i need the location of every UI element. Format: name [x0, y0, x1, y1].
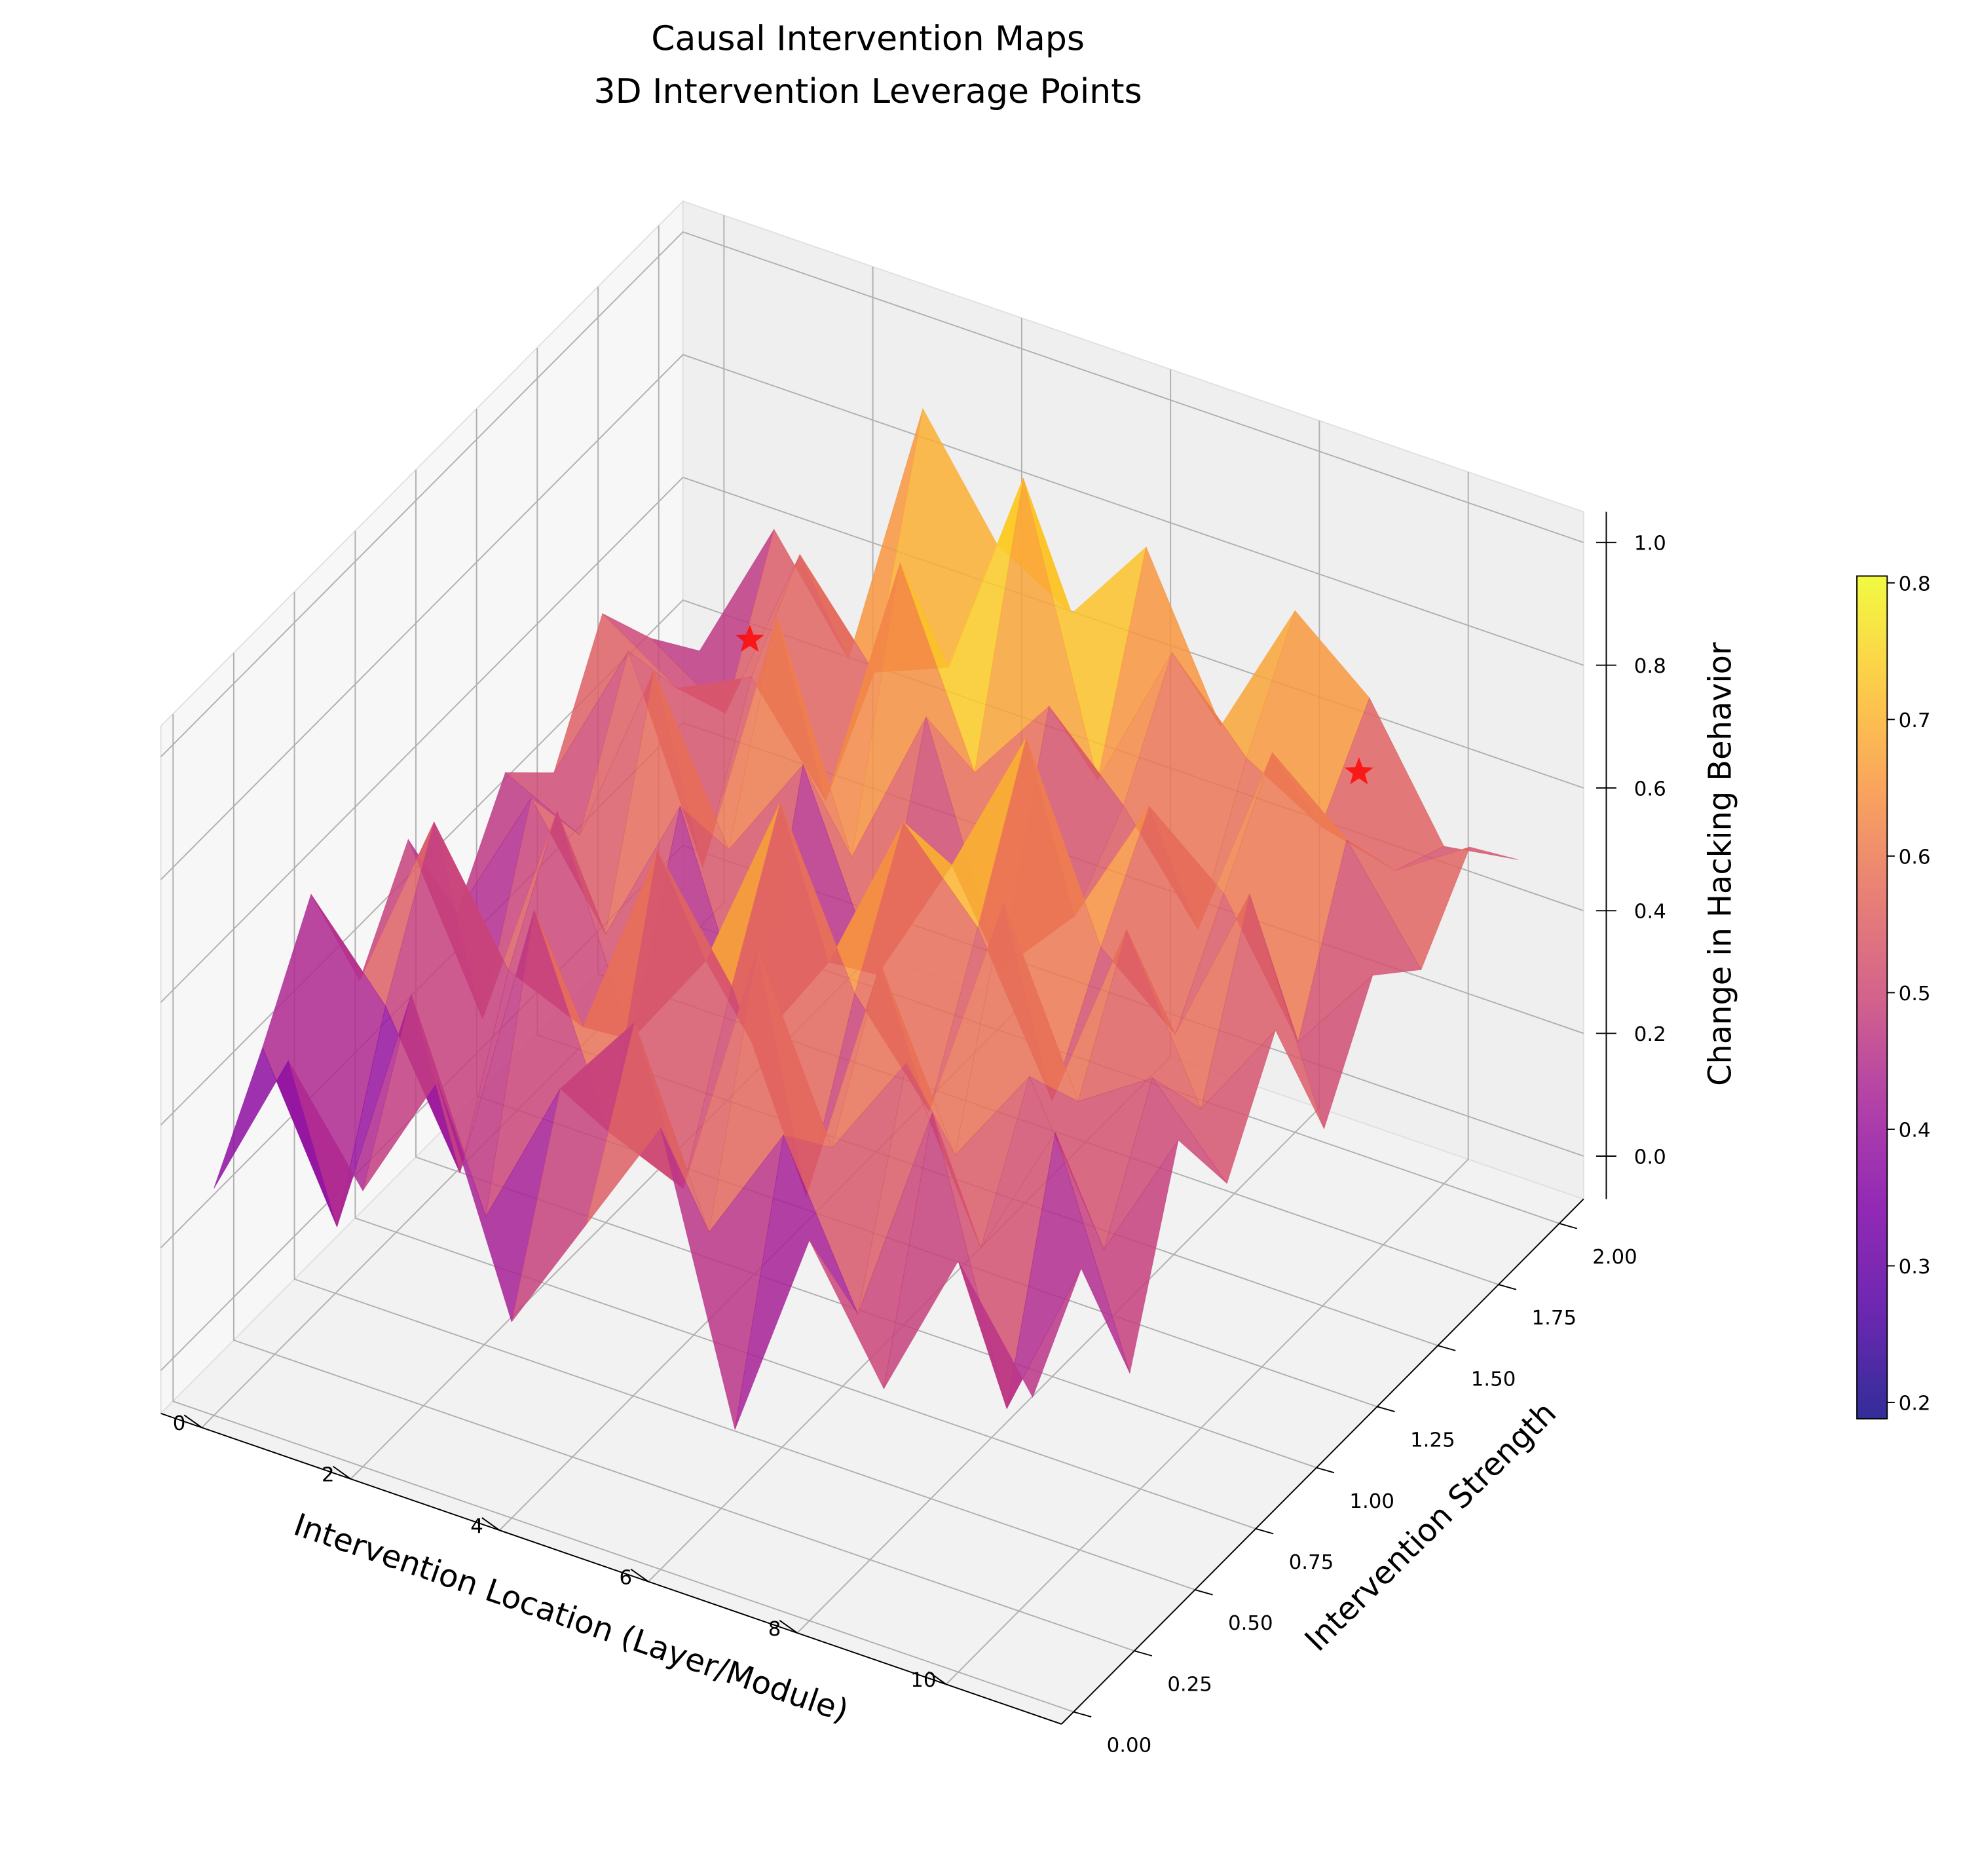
y-tick	[1498, 1284, 1517, 1290]
y-tick	[1073, 1711, 1092, 1717]
z-axis-label: Change in Hacking Behavior	[1702, 642, 1738, 1086]
z-tick-label: 0.4	[1634, 901, 1666, 924]
chart-subtitle: 3D Intervention Leverage Points	[594, 72, 1142, 111]
x-tick	[630, 1568, 649, 1583]
grid-line	[160, 231, 1584, 758]
y-tick-label: 0.00	[1107, 1735, 1152, 1757]
y-tick-label: 2.00	[1592, 1246, 1637, 1269]
y-tick-label: 0.25	[1167, 1674, 1212, 1697]
y-tick-label: 0.50	[1228, 1612, 1273, 1635]
grid-line	[293, 591, 1195, 1590]
chart-title: Causal Intervention Maps	[651, 20, 1085, 59]
colorbar	[1856, 575, 1888, 1419]
y-tick	[1255, 1528, 1274, 1535]
x-tick-label: 2	[322, 1464, 335, 1487]
colorbar-tick-label: 0.7	[1899, 709, 1931, 732]
z-tick-label: 1.0	[1634, 533, 1666, 555]
x-axis	[160, 1412, 1062, 1725]
grid-line	[945, 472, 1469, 1685]
y-tick-label: 0.75	[1289, 1551, 1334, 1574]
colorbar-tick-label: 0.6	[1899, 846, 1931, 869]
x-tick-label: 4	[470, 1515, 483, 1538]
y-tick	[1316, 1467, 1335, 1474]
colorbar-tick-label: 0.2	[1899, 1393, 1931, 1416]
grid-line	[172, 714, 1074, 1713]
highlight-star	[1344, 757, 1373, 785]
z-tick-label: 0.2	[1634, 1023, 1666, 1046]
colorbar-tick-label: 0.4	[1899, 1119, 1931, 1142]
x-tick	[927, 1671, 947, 1685]
z-tick-label: 0.0	[1634, 1146, 1666, 1169]
grid-line	[233, 652, 1135, 1652]
y-tick-label: 1.25	[1410, 1429, 1455, 1452]
y-tick-label: 1.75	[1531, 1307, 1577, 1330]
highlight-star	[735, 624, 764, 652]
x-tick	[183, 1414, 202, 1429]
colorbar-tick-label: 0.5	[1899, 983, 1931, 1005]
y-tick	[1377, 1406, 1395, 1413]
y-tick	[1438, 1345, 1456, 1351]
surface-face	[958, 1260, 1082, 1410]
y-tick-label: 1.50	[1471, 1368, 1516, 1391]
x-tick	[481, 1517, 500, 1531]
x-tick-label: 10	[910, 1669, 936, 1692]
x-tick	[332, 1465, 351, 1480]
y-tick-label: 1.00	[1349, 1490, 1394, 1513]
x-tick-label: 6	[620, 1566, 633, 1589]
z-tick-label: 0.8	[1634, 655, 1666, 678]
colorbar-tick-label: 0.3	[1899, 1256, 1931, 1279]
x-tick	[779, 1620, 798, 1634]
y-tick	[1559, 1222, 1577, 1229]
x-tick-label: 0	[173, 1412, 186, 1435]
grid-line	[160, 354, 1584, 880]
x-tick-label: 8	[768, 1618, 781, 1641]
grid-line	[354, 531, 1256, 1529]
y-tick	[1195, 1589, 1213, 1596]
z-tick-label: 0.6	[1634, 778, 1666, 801]
y-tick	[1134, 1650, 1153, 1657]
y-axis	[1060, 1198, 1584, 1725]
colorbar-tick-label: 0.8	[1899, 572, 1931, 595]
